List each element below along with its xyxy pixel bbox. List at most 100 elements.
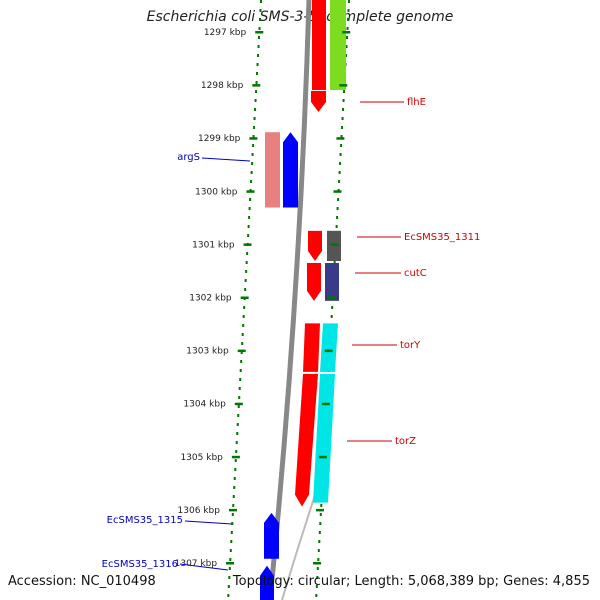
gene-label-EcSMS35_1311[interactable]: EcSMS35_1311 [404, 232, 480, 243]
outer-dot-track-dot [335, 225, 338, 228]
inner-dot-track-dot [235, 441, 238, 444]
tick-label: 1297 kbp [204, 28, 247, 38]
outer-dot-track-dot [336, 207, 339, 210]
tick-label: 1307 kbp [175, 559, 218, 569]
inner-dot-track-dot [248, 207, 251, 210]
topology-text: Topology: circular; Length: 5,068,389 bp… [232, 574, 590, 589]
tick-mark-outer [313, 562, 322, 565]
inner-dot-track-dot [246, 252, 249, 255]
outer-dot-track-dot [345, 54, 348, 57]
inner-dot-track-dot [235, 450, 238, 453]
gene-label-leader [201, 157, 251, 162]
inner-dot-track-dot [237, 414, 240, 417]
outer-dot-track-dot [346, 27, 349, 30]
inner-dot-track-dot [230, 540, 233, 543]
map-title: Escherichia coli SMS-3-5, complete genom… [146, 9, 454, 25]
gene-torY-arrow[interactable] [303, 323, 320, 372]
tick-label: 1302 kbp [189, 294, 232, 304]
inner-dot-track-dot [258, 27, 261, 30]
inner-dot-track-dot [247, 225, 250, 228]
inner-dot-track-dot [247, 234, 250, 237]
gene-EcSMS35_1316-arrow[interactable] [260, 565, 274, 600]
gene-label-argS[interactable]: argS [177, 152, 200, 163]
gene-flhE-cog-bar[interactable] [330, 0, 346, 90]
outer-dot-track-dot [339, 162, 342, 165]
inner-dot-track-dot [233, 477, 236, 480]
inner-dot-track-dot [232, 495, 235, 498]
inner-dot-track-dot [245, 261, 248, 264]
tick-mark-inner [246, 190, 255, 193]
inner-dot-track-dot [227, 585, 230, 588]
inner-dot-track-dot [231, 522, 234, 525]
inner-dot-track-dot [232, 504, 235, 507]
tick-mark-inner [237, 349, 246, 353]
gene-label-EcSMS35_1315[interactable]: EcSMS35_1315 [107, 515, 183, 526]
gene-label-EcSMS35_1316[interactable]: EcSMS35_1316 [102, 559, 178, 570]
outer-dot-track-dot [336, 216, 339, 219]
inner-dot-track-dot [237, 405, 240, 408]
inner-dot-track-dot [243, 306, 246, 309]
gene-label-cutC[interactable]: cutC [404, 268, 427, 279]
gene-label-leader [179, 563, 229, 571]
gene-argS-cog-bar[interactable] [265, 132, 280, 208]
tick-label: 1299 kbp [198, 134, 241, 144]
outer-dot-track-dot [348, 0, 350, 3]
outer-dot-track-dot [317, 558, 320, 561]
inner-dot-track-dot [230, 531, 233, 534]
gene-EcSMS35_1315-arrow[interactable] [264, 512, 279, 559]
tick-label: 1306 kbp [178, 506, 221, 516]
inner-dot-track-dot [257, 54, 260, 57]
tick-mark-outer [324, 349, 333, 353]
inner-dot-track-dot [233, 486, 236, 489]
tick-label: 1301 kbp [192, 240, 235, 250]
inner-dot-track-dot [238, 387, 241, 390]
gene-EcSMS35_1311-cog-bar[interactable] [327, 230, 341, 262]
outer-dot-track-dot [320, 504, 323, 507]
inner-dot-track-dot [229, 558, 232, 561]
tick-mark-outer [342, 31, 351, 34]
inner-dot-track-dot [231, 513, 234, 516]
outer-dot-track-dot [338, 180, 341, 183]
inner-dot-track-dot [228, 567, 231, 570]
gene-EcSMS35_1311-arrow[interactable] [308, 230, 322, 262]
inner-dot-track-dot [241, 333, 244, 336]
gene-argS-arrow[interactable] [283, 132, 298, 208]
gene-label-flhE[interactable]: flhE [407, 97, 426, 108]
gene-label-torY[interactable]: torY [400, 340, 421, 351]
tick-mark-outer [330, 243, 339, 246]
inner-dot-track-dot [254, 108, 257, 111]
gene-torZ-cog-bar[interactable] [313, 373, 335, 503]
outer-dot-track-dot [345, 45, 348, 48]
outer-dot-track-dot [333, 261, 336, 264]
gene-flhE-arrow[interactable] [312, 0, 326, 90]
tick-mark-outer [327, 296, 336, 299]
inner-dot-track-dot [256, 63, 259, 66]
outer-dot-track-dot [318, 531, 321, 534]
inner-dot-track-dot [259, 18, 262, 21]
inner-dot-track-dot [258, 36, 261, 39]
inner-dot-track-dot [255, 90, 258, 93]
gene-torZ-arrow[interactable] [295, 373, 318, 507]
inner-dot-track-dot [241, 342, 244, 345]
outer-dot-track-dot [317, 549, 320, 552]
inner-dot-track-dot [249, 198, 252, 201]
tick-mark-outer [321, 402, 330, 406]
tick-mark-inner [255, 31, 264, 34]
accession-text: Accession: NC_010498 [8, 574, 156, 589]
gene-label-torZ[interactable]: torZ [395, 436, 416, 447]
tick-mark-inner [240, 296, 249, 299]
outer-dot-track-dot [346, 36, 349, 39]
gene-cutC-arrow[interactable] [307, 263, 321, 301]
gene-flhE-tail[interactable] [311, 91, 326, 112]
inner-dot-track-dot [242, 324, 245, 327]
inner-dot-track-dot [256, 72, 259, 75]
inner-dot-track-dot [245, 270, 248, 273]
inner-dot-track-dot [244, 279, 247, 282]
tick-label: 1300 kbp [195, 187, 238, 197]
gene-cutC-cog-bar[interactable] [325, 263, 339, 301]
inner-dot-track-dot [236, 423, 239, 426]
outer-dot-track-dot [316, 576, 319, 579]
outer-dot-track-dot [347, 18, 350, 21]
gene-torY-cog-bar[interactable] [320, 323, 338, 372]
inner-dot-track-dot [251, 162, 254, 165]
